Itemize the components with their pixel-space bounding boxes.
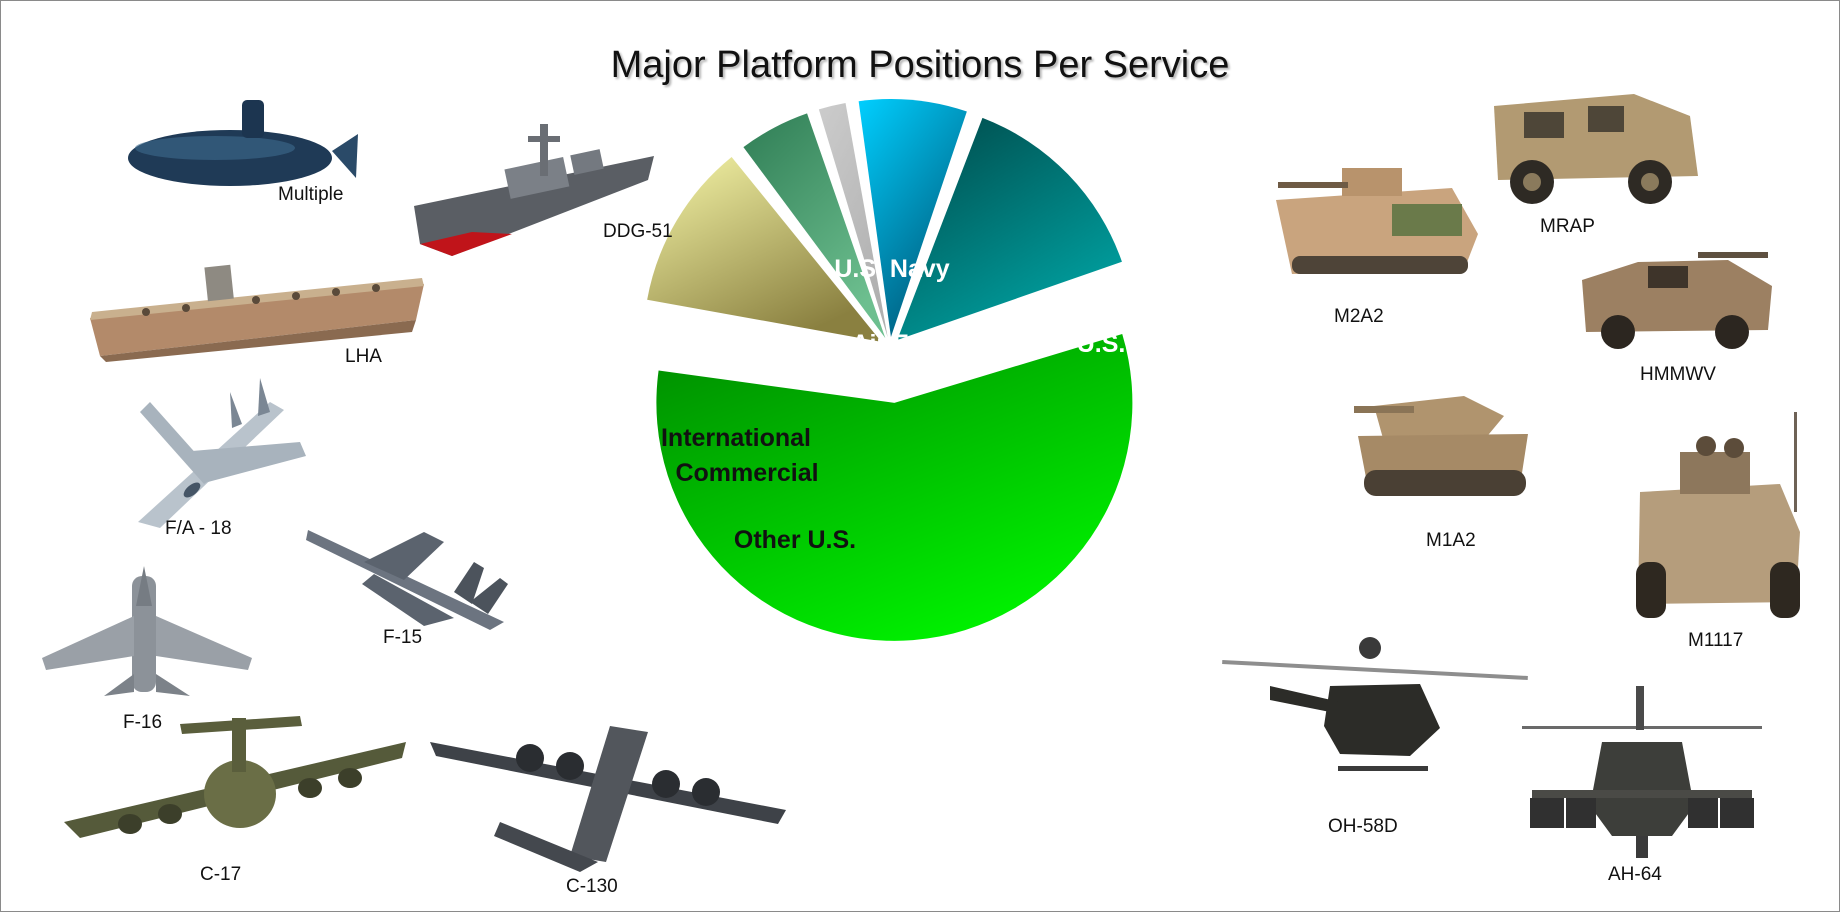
- m1117-image: [1630, 412, 1806, 622]
- pie-slice-international: [818, 103, 888, 338]
- pie-slice-u-s-air-force: [858, 99, 967, 338]
- m2a2-image: [1272, 160, 1482, 284]
- platform-label-c17: C-17: [200, 864, 242, 885]
- platform-label-ddg51: DDG-51: [603, 221, 673, 242]
- pie-label-u-s-air-force: U.S. Air Force: [797, 330, 961, 358]
- submarine-image: [120, 96, 370, 196]
- platform-label-m1a2: M1A2: [1426, 530, 1476, 551]
- pie-label-commercial: Commercial: [675, 459, 818, 487]
- pie-label-international: International: [661, 424, 811, 452]
- submarine-icon: [128, 100, 358, 186]
- platform-label-mrap: MRAP: [1540, 216, 1595, 237]
- hmmwv-image: [1578, 246, 1778, 350]
- pie-slice-commercial: [743, 113, 886, 339]
- fighter-jet-icon: [306, 530, 508, 630]
- oh58d-image: [1220, 636, 1532, 782]
- armored-car-icon: [1636, 412, 1800, 618]
- platform-label-multiple: Multiple: [278, 184, 344, 205]
- cargo-plane-icon: [64, 716, 406, 838]
- platform-label-lha: LHA: [345, 346, 382, 367]
- scout-helicopter-icon: [1222, 637, 1528, 771]
- turboprop-plane-icon: [430, 726, 786, 872]
- fighter-jet-icon: [138, 378, 306, 528]
- platform-label-f15: F-15: [383, 627, 423, 648]
- fa18-image: [120, 372, 320, 530]
- infantry-fighting-vehicle-icon: [1276, 168, 1478, 274]
- c130-image: [430, 722, 790, 872]
- attack-helicopter-icon: [1522, 686, 1762, 858]
- pie-slice-other-u-s-: [647, 156, 882, 342]
- chart-title: Major Platform Positions Per Service: [610, 44, 1230, 86]
- platform-label-c130: C-130: [566, 876, 618, 897]
- amphibious-ship-image: [86, 262, 428, 362]
- c17-image: [60, 712, 410, 852]
- platform-label-m1117: M1117: [1688, 630, 1744, 651]
- platform-label-m2a2: M2A2: [1334, 306, 1384, 327]
- pie-label-u-s-navy: U.S. Navy: [834, 255, 949, 283]
- tank-icon: [1354, 396, 1528, 496]
- platform-label-oh58d: OH-58D: [1328, 816, 1398, 837]
- armored-truck-icon: [1494, 94, 1698, 204]
- pie-label-u-s-army: U.S. Army: [1077, 330, 1196, 358]
- f16-image: [34, 566, 260, 702]
- amphibious-assault-ship-icon: [90, 264, 424, 362]
- pie-slice-u-s-navy: [897, 117, 1122, 341]
- m1a2-image: [1354, 376, 1534, 506]
- f15-image: [304, 522, 514, 632]
- pie-label-other-u-s-: Other U.S.: [734, 526, 856, 554]
- humvee-icon: [1582, 252, 1772, 349]
- fighter-jet-icon: [42, 566, 252, 696]
- platform-label-hmmwv: HMMWV: [1640, 364, 1716, 385]
- pie-slice-u-s-army: [656, 334, 1133, 641]
- platform-label-f16: F-16: [123, 712, 163, 733]
- platform-label-fa18: F/A - 18: [165, 518, 232, 539]
- destroyer-image: [412, 94, 657, 262]
- platform-label-ah64: AH-64: [1608, 864, 1662, 885]
- ah64-image: [1522, 686, 1762, 862]
- destroyer-icon: [414, 124, 654, 256]
- mrap-image: [1484, 80, 1706, 208]
